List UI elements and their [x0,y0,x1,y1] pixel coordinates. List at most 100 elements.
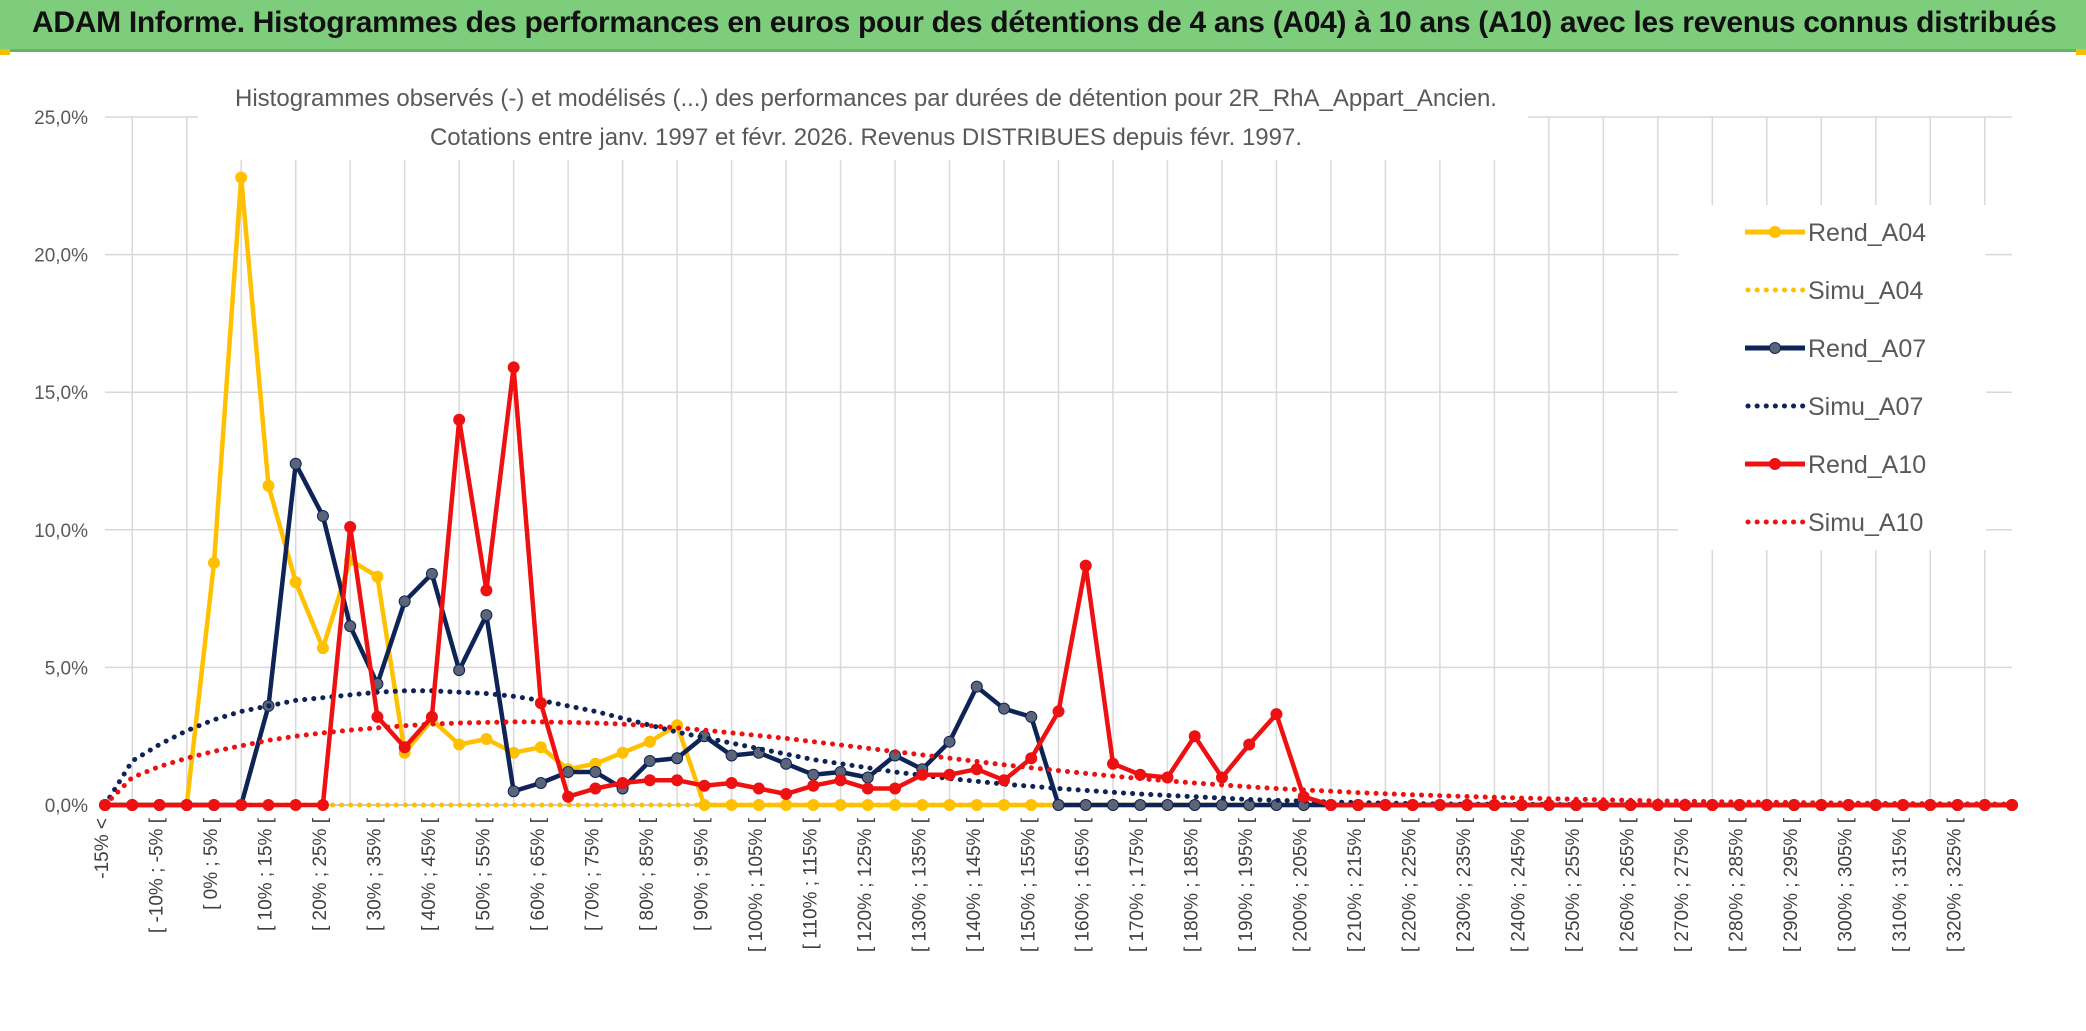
rend-a10-point [1488,799,1501,811]
rend-a07-point [1079,799,1092,811]
rend-a10-point [1515,799,1528,811]
rend-a10-point [235,799,248,811]
rend-a10-point [344,521,357,534]
rend-a04-point [371,570,384,583]
rend-a10-point [289,799,302,811]
rend-a10-point [507,361,520,374]
chart-title-line2: Cotations entre janv. 1997 et févr. 2026… [430,124,1302,151]
rend-a10-point [916,768,929,781]
x-tick-label: [ 50% ; 55% [ [473,817,494,931]
rend-a07-point [780,757,793,770]
rend-a10-point [998,774,1011,787]
legend-marker-rend-a10 [1769,458,1781,470]
legend-label-rend-a10: Rend_A10 [1808,451,1926,479]
rend-a10-point [1270,708,1283,721]
rend-a10-point [1188,730,1201,743]
legend-label-simu-a07: Simu_A07 [1808,393,1923,421]
x-tick-label: [ 70% ; 75% [ [582,817,603,931]
simu-a10-line [102,719,2015,808]
rend-a07-point [1134,799,1147,811]
x-tick-label: [ 250% ; 255% [ [1563,817,1584,952]
rend-a10-point [1106,757,1119,770]
rend-a07-point [671,752,684,765]
rend-a04-point [534,741,547,754]
rend-a10-point [1052,705,1065,718]
legend-label-simu-a10: Simu_A10 [1808,509,1923,537]
rend-a10-point [453,413,466,426]
rend-a07-point [398,595,411,608]
rend-a07-point [480,609,493,622]
x-tick-label: [ -10% ; -5% [ [146,817,167,933]
legend-label-rend-a04: Rend_A04 [1808,219,1926,247]
rend-a10-point [534,697,547,710]
corner-mark-right [2076,49,2086,55]
rend-a07-point [425,567,438,580]
x-tick-label: -15% < [92,818,113,879]
rend-a10-point [371,710,384,723]
rend-a07-point [861,771,874,784]
y-tick-label: 15,0% [34,383,88,404]
rend-a10-point [153,799,166,811]
rend-a10-point [943,768,956,781]
x-tick-label: [ 30% ; 35% [ [364,817,385,931]
x-tick-label: [ 60% ; 65% [ [528,817,549,931]
rend-a04-point [316,642,329,655]
x-tick-label: [ 290% ; 295% [ [1781,817,1802,952]
x-tick-label: [ 130% ; 135% [ [909,817,930,952]
rend-a04-point [480,732,493,745]
x-tick-label: [ 170% ; 175% [ [1127,817,1148,952]
x-tick-label: [ 200% ; 205% [ [1291,817,1312,952]
x-tick-label: [ 220% ; 225% [ [1400,817,1421,952]
rend-a10-point [1461,799,1474,811]
rend-a10-point [398,741,411,754]
y-tick-label: 20,0% [34,246,88,267]
rend-a07-point [998,702,1011,715]
rend-a10-point [889,782,902,795]
rend-a07-point [507,785,520,798]
rend-a10-point [2006,799,2018,811]
rend-a07-point [807,768,820,781]
rend-a10-point [807,779,820,792]
x-tick-label: [ 280% ; 285% [ [1727,817,1748,952]
chart-title-background [198,74,1528,160]
rend-a10-point [1406,799,1419,811]
rend-a10-point [589,782,602,795]
x-tick-label: [ 150% ; 155% [ [1018,817,1039,952]
rend-a10-point [562,790,575,803]
x-tick-label: [ 180% ; 185% [ [1182,817,1203,952]
x-tick-label: [ 210% ; 215% [ [1345,817,1366,952]
rend-a07-point [725,749,738,762]
rend-a10-point [698,779,711,792]
x-tick-label: [ 140% ; 145% [ [964,817,985,952]
y-tick-label: 0,0% [45,796,88,817]
x-tick-label: [ 0% ; 5% [ [201,817,222,910]
x-tick-label: [ 10% ; 15% [ [255,817,276,931]
rend-a10-point [970,763,983,776]
rend-a07-point [1188,799,1201,811]
x-tick-label: [ 80% ; 85% [ [637,817,658,931]
rend-a10-point [1025,752,1038,765]
rend-a10-point [671,774,684,787]
rend-a10-point [1243,738,1256,751]
rend-a10-point [316,799,329,811]
legend-label-rend-a07: Rend_A07 [1808,335,1926,363]
rend-a10-point [1352,799,1365,811]
x-tick-label: [ 320% ; 325% [ [1945,817,1966,952]
y-tick-label: 10,0% [34,521,88,542]
x-tick-label: [ 190% ; 195% [ [1236,817,1257,952]
x-tick-label: [ 270% ; 275% [ [1672,817,1693,952]
rend-a07-point [589,765,602,778]
x-tick-label: [ 20% ; 25% [ [310,817,331,931]
rend-a07-point [453,664,466,677]
x-tick-label: [ 110% ; 115% [ [800,817,821,949]
header-banner: ADAM Informe. Histogrammes des performan… [0,0,2086,52]
rend-a10-point [1079,559,1092,572]
y-axis: 0,0% 5,0% 10,0% 15,0% 20,0% 25,0% [34,108,88,817]
rend-a10-point [1215,771,1228,784]
x-tick-label: [ 230% ; 235% [ [1454,817,1475,952]
rend-a10-point [834,774,847,787]
x-tick-label: [ 160% ; 165% [ [1073,817,1094,952]
rend-a07-point [643,754,656,767]
rend-a10-point [861,782,874,795]
rend-a10-point [1379,799,1392,811]
